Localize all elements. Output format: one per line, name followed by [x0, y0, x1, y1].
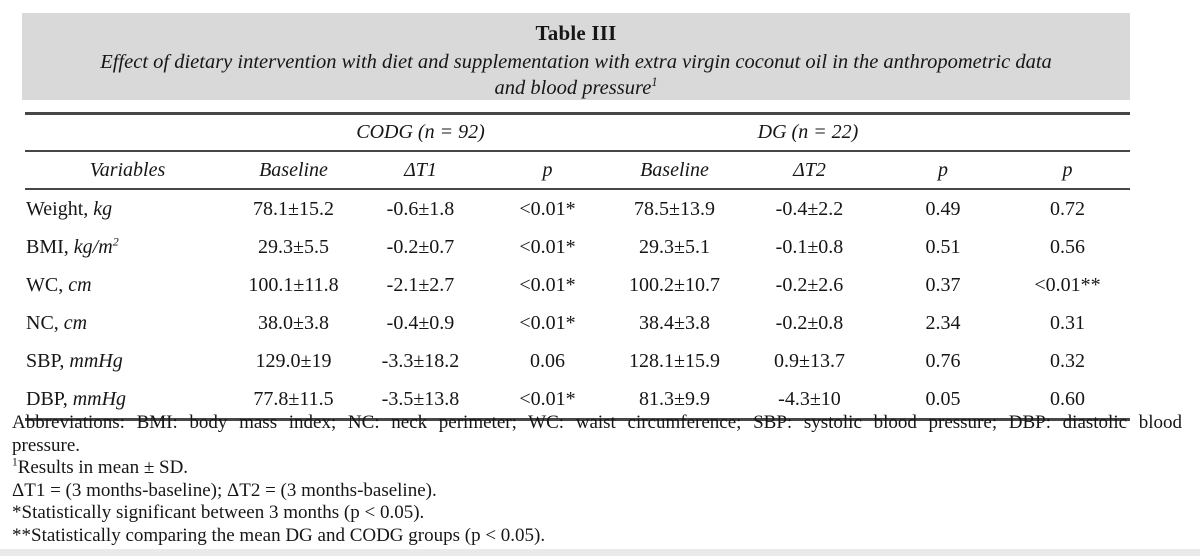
variable-label: NC, cm: [25, 304, 230, 342]
variable-unit: kg: [93, 197, 113, 220]
cell-value: 0.37: [925, 273, 961, 296]
cell-value: <0.01*: [519, 235, 576, 258]
footnote-abbreviations-line1: Abbreviations: BMI: body mass index; NC:…: [12, 412, 1182, 433]
cell-value: 29.3±5.1: [639, 235, 710, 258]
group-header-dg: DG (n = 22): [611, 113, 1005, 152]
table-row-bmi: BMI, kg/m2 29.3±5.5 -0.2±0.7 <0.01* 29.3…: [25, 228, 1130, 266]
subtitle-line1: Effect of dietary intervention with diet…: [100, 51, 1052, 73]
footnote-results-sup: 1: [12, 456, 18, 469]
table-title-box: Table III Effect of dietary intervention…: [22, 13, 1130, 100]
column-header-variables: Variables: [25, 151, 230, 190]
variable-label: DBP, mmHg: [25, 380, 230, 420]
cell-value: <0.01*: [519, 311, 576, 334]
cell-value: 78.5±13.9: [634, 197, 715, 220]
variable-label: WC, cm: [25, 266, 230, 304]
variable-name: Weight,: [26, 197, 89, 220]
cell-value: 0.9±13.7: [774, 349, 845, 372]
variable-label: BMI, kg/m2: [25, 228, 230, 266]
cell-value: 38.4±3.8: [639, 311, 710, 334]
column-header-baseline-codg: Baseline: [230, 151, 357, 190]
column-header-p-codg: p: [484, 151, 611, 190]
cell-value: <0.01*: [519, 273, 576, 296]
cell-value: -2.1±2.7: [386, 273, 455, 296]
variable-name: NC,: [26, 311, 59, 334]
cell-value: -3.3±18.2: [381, 349, 460, 372]
group-header-codg: CODG (n = 92): [230, 113, 611, 152]
cell-value: 0.05: [925, 387, 961, 410]
variable-unit: cm: [63, 311, 88, 334]
variable-name: WC,: [26, 273, 64, 296]
cell-value: 77.8±11.5: [253, 387, 334, 410]
cell-value: -0.4±2.2: [775, 197, 844, 220]
cell-value: <0.01**: [1034, 273, 1101, 296]
bottom-edge-strip: [0, 549, 1200, 556]
footnote-results: 1Results in mean ± SD.: [12, 457, 1182, 480]
cell-value: 100.2±10.7: [629, 273, 720, 296]
cell-value: 0.60: [1050, 387, 1085, 410]
cell-value: -0.4±0.9: [386, 311, 455, 334]
table-row-dbp: DBP, mmHg 77.8±11.5 -3.5±13.8 <0.01* 81.…: [25, 380, 1130, 420]
cell-value: -0.1±0.8: [775, 235, 844, 258]
group-header-spacer: [1005, 113, 1130, 152]
column-header-p-between: p: [1005, 151, 1130, 190]
column-header-delta-t1: ΔT1: [357, 151, 484, 190]
cell-value: 0.49: [925, 197, 961, 220]
cell-value: 29.3±5.5: [258, 235, 329, 258]
variable-label: Weight, kg: [25, 189, 230, 228]
footnote-delta-definitions: ΔT1 = (3 months-baseline); ΔT2 = (3 mont…: [12, 479, 437, 501]
cell-value: 81.3±9.9: [639, 387, 710, 410]
cell-value: -3.5±13.8: [381, 387, 460, 410]
cell-value: -0.2±0.8: [775, 311, 844, 334]
subtitle-superscript: 1: [651, 75, 658, 90]
cell-value: -0.2±2.6: [775, 273, 844, 296]
cell-value: 0.32: [1050, 349, 1085, 372]
footnote-single-asterisk: *Statistically significant between 3 mon…: [12, 502, 425, 523]
footnote-abbreviations-line2: pressure.: [12, 434, 81, 456]
cell-value: 128.1±15.9: [629, 349, 720, 372]
cell-value: 0.51: [925, 235, 961, 258]
cell-value: 2.34: [925, 311, 961, 334]
cell-value: 129.0±19: [255, 349, 332, 372]
cell-value: 0.31: [1050, 311, 1085, 334]
footnotes: Abbreviations: BMI: body mass index; NC:…: [12, 412, 1182, 547]
group-header-row: CODG (n = 92) DG (n = 22): [25, 113, 1130, 152]
variable-name: SBP,: [26, 349, 65, 372]
variable-unit-sup: 2: [112, 233, 119, 248]
variable-unit: cm: [68, 273, 92, 296]
column-header-delta-t2: ΔT2: [738, 151, 881, 190]
cell-value: 0.06: [530, 349, 565, 372]
subtitle-line2: and blood pressure: [494, 77, 652, 99]
table-row-sbp: SBP, mmHg 129.0±19 -3.3±18.2 0.06 128.1±…: [25, 342, 1130, 380]
cell-value: 78.1±15.2: [253, 197, 334, 220]
cell-value: 0.76: [925, 349, 961, 372]
table-subtitle: Effect of dietary intervention with diet…: [22, 49, 1130, 101]
cell-value: 0.72: [1050, 197, 1085, 220]
table-row-weight: Weight, kg 78.1±15.2 -0.6±1.8 <0.01* 78.…: [25, 189, 1130, 228]
footnote-double-asterisk: **Statistically comparing the mean DG an…: [12, 524, 546, 546]
cell-value: -4.3±10: [778, 387, 841, 410]
table-title: Table III: [535, 21, 617, 45]
cell-value: 100.1±11.8: [248, 273, 339, 296]
table-row-wc: WC, cm 100.1±11.8 -2.1±2.7 <0.01* 100.2±…: [25, 266, 1130, 304]
group-header-spacer: [25, 113, 230, 152]
variable-unit: kg/m: [73, 235, 113, 258]
cell-value: -0.6±1.8: [386, 197, 455, 220]
footnote-results-text: Results in mean ± SD.: [17, 457, 189, 478]
variable-name: BMI,: [26, 235, 69, 258]
cell-value: <0.01*: [519, 387, 576, 410]
variable-label: SBP, mmHg: [25, 342, 230, 380]
column-header-p-dg: p: [881, 151, 1005, 190]
cell-value: 38.0±3.8: [258, 311, 329, 334]
variable-unit: mmHg: [69, 349, 123, 372]
column-header-row: Variables Baseline ΔT1 p Baseline ΔT2 p …: [25, 151, 1130, 190]
table-row-nc: NC, cm 38.0±3.8 -0.4±0.9 <0.01* 38.4±3.8…: [25, 304, 1130, 342]
results-table: CODG (n = 92) DG (n = 22) Variables Base…: [25, 112, 1130, 421]
cell-value: -0.2±0.7: [386, 235, 455, 258]
cell-value: 0.56: [1050, 235, 1085, 258]
variable-unit: mmHg: [72, 387, 127, 410]
column-header-baseline-dg: Baseline: [611, 151, 738, 190]
cell-value: <0.01*: [519, 197, 576, 220]
variable-name: DBP,: [26, 387, 68, 410]
